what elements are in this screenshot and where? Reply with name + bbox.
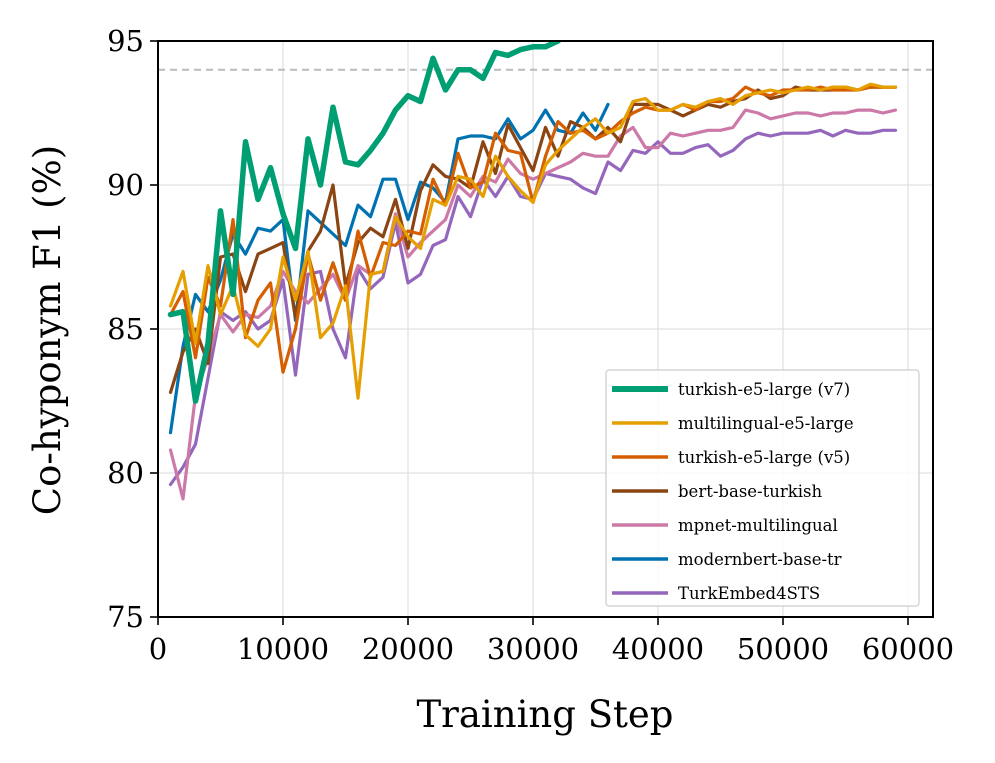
x-tick-label: 20000: [362, 632, 454, 666]
y-tick-label: 75: [107, 600, 144, 634]
legend-label: modernbert-base-tr: [678, 550, 842, 569]
legend-label: TurkEmbed4STS: [678, 584, 820, 603]
series-line-turkish-e5-large-v7: [167, 41, 563, 404]
x-tick-label: 50000: [737, 632, 829, 666]
legend: turkish-e5-large (v7) multilingual-e5-lar…: [605, 369, 920, 607]
series-line-bert-base-turkish: [168, 85, 898, 394]
x-axis-label: Training Step: [417, 693, 674, 736]
x-tick-label: 10000: [237, 632, 329, 666]
series-line-multilingual-e5-large: [168, 82, 898, 400]
legend-box: [605, 369, 920, 607]
y-tick-label: 90: [107, 168, 144, 202]
x-tick-label: 30000: [487, 632, 579, 666]
legend-label: bert-base-turkish: [678, 482, 823, 501]
legend-label: turkish-e5-large (v7): [678, 380, 850, 399]
x-tick-label: 40000: [612, 632, 704, 666]
series-layer: [167, 41, 898, 501]
y-tick-label: 80: [107, 456, 144, 490]
legend-label: multilingual-e5-large: [678, 414, 854, 433]
y-tick-label: 85: [107, 312, 144, 346]
series-line-modernbert-base-tr: [168, 102, 610, 435]
legend-label: turkish-e5-large (v5): [678, 448, 850, 467]
x-tick-label: 60000: [862, 632, 954, 666]
axis-ticks: 0 10000 20000 30000 40000 50000 60000 75 80 85 90 9…: [107, 24, 954, 666]
legend-label: mpnet-multilingual: [678, 516, 838, 535]
y-tick-label: 95: [107, 24, 144, 58]
x-tick-label: 0: [149, 632, 167, 666]
y-axis-label: Co-hyponym F1 (%): [26, 145, 69, 515]
